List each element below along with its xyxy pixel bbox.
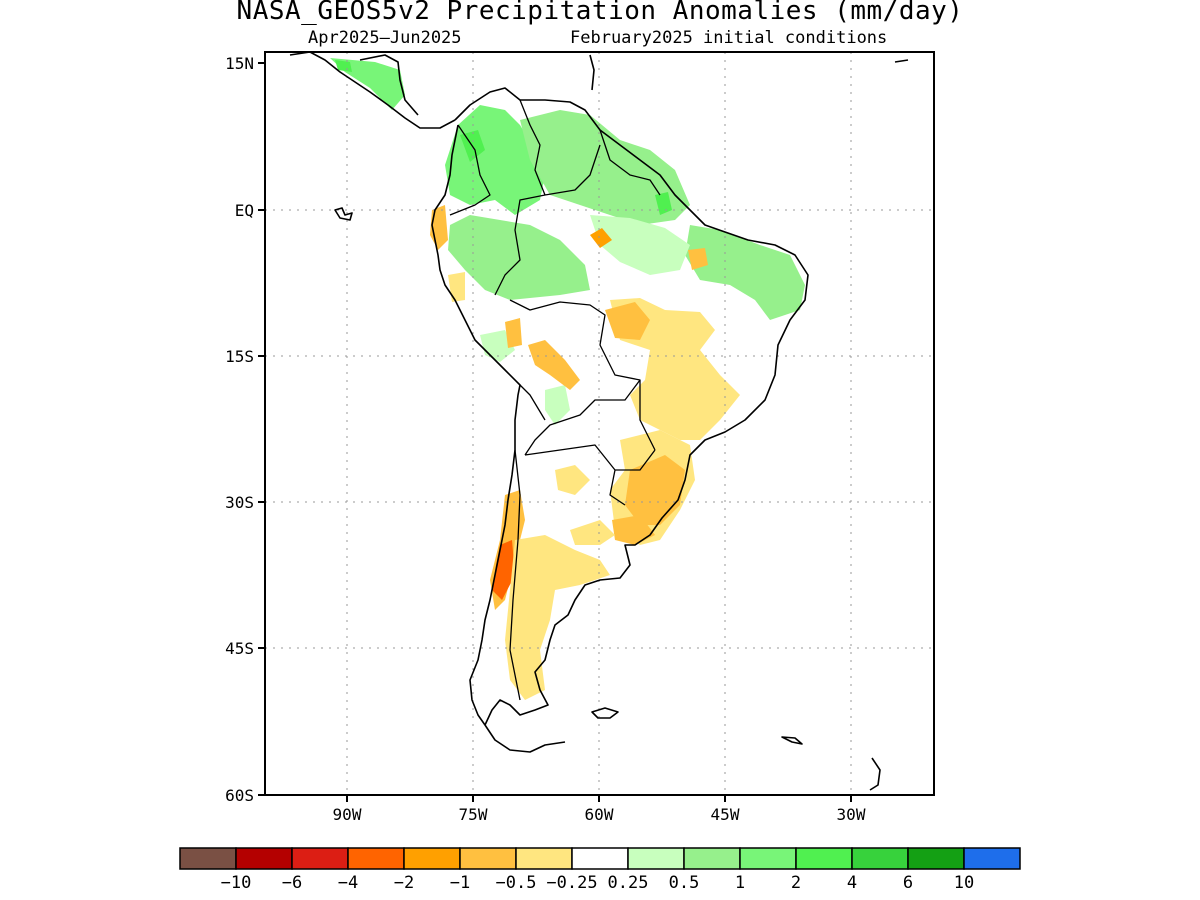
coastline-central-america — [289, 52, 456, 129]
anomaly-wet-central-amazon — [590, 215, 690, 275]
colorbar-swatch — [963, 847, 1021, 870]
lon-tick-label: 60W — [585, 805, 614, 824]
colorbar-swatch — [571, 847, 629, 870]
anomaly-dry-chile-central — [492, 540, 515, 600]
colorbar-swatch — [515, 847, 573, 870]
colorbar-swatch — [347, 847, 405, 870]
anomaly-wet-darker-2 — [655, 192, 672, 215]
lon-tick-label: 30W — [837, 805, 866, 824]
galapagos-islands — [334, 207, 353, 221]
anomaly-dry-spot-amazon — [590, 228, 612, 248]
colorbar-swatch — [907, 847, 965, 870]
colorbar-labels: −10 −6 −4 −2 −1 −0.5 −0.25 0.25 0.5 1 2 4 6 10 — [221, 873, 975, 893]
anomaly-dry-buenos-aires — [570, 520, 615, 545]
lat-tick-label: 60S — [225, 786, 254, 805]
anomaly-dry-mato-grosso — [605, 302, 650, 340]
borders — [449, 99, 661, 701]
colorbar-label: 4 — [847, 873, 857, 893]
colorbar-swatch — [179, 847, 237, 870]
colorbar-label: 0.5 — [669, 873, 700, 893]
colorbar-label: 1 — [735, 873, 745, 893]
map-title: NASA_GEOS5v2 Precipitation Anomalies (mm… — [236, 0, 964, 26]
colorbar-label: 0.25 — [608, 873, 649, 893]
lat-tick-label: 30S — [225, 493, 254, 512]
forecast-period: Apr2025–Jun2025 — [308, 28, 462, 48]
colorbar-swatch — [739, 847, 797, 870]
colorbar-swatch — [235, 847, 293, 870]
anomaly-dry-peru-bolivia — [528, 340, 580, 390]
colorbar-swatch — [795, 847, 853, 870]
lat-tick-label: 45S — [225, 639, 254, 658]
lon-axis — [346, 795, 852, 802]
lon-tick-label: 45W — [711, 805, 740, 824]
colorbar-label: −10 — [221, 873, 252, 893]
colorbar-swatch — [851, 847, 909, 870]
caribbean-islands — [589, 54, 909, 791]
colorbar-swatch — [291, 847, 349, 870]
coastlines — [289, 52, 909, 791]
anomaly-dry-patagonia — [505, 535, 610, 700]
lon-tick-label: 75W — [459, 805, 488, 824]
lat-tick-label: 15S — [225, 347, 254, 366]
anomaly-wet-darker-3 — [335, 60, 352, 72]
anomaly-wet-bolivia — [545, 385, 570, 425]
lat-axis — [258, 62, 265, 796]
lon-tick-label: 90W — [333, 805, 362, 824]
colorbar-swatch — [459, 847, 517, 870]
colorbar-swatch — [403, 847, 461, 870]
anomaly-dry-spot-northeast — [688, 248, 708, 270]
colorbar-label: 6 — [903, 873, 913, 893]
colorbar-label: −4 — [338, 873, 358, 893]
colorbar-label: −0.25 — [546, 873, 597, 893]
anomaly-wet-venezuela-guianas — [520, 110, 690, 225]
south-georgia — [781, 736, 803, 745]
colorbar-swatch — [627, 847, 685, 870]
initial-conditions: February2025 initial conditions — [570, 28, 888, 48]
colorbar-label: −2 — [394, 873, 414, 893]
colorbar-label: 10 — [954, 873, 974, 893]
anomaly-dry-uruguay — [612, 515, 655, 545]
anomaly-fields — [330, 58, 805, 700]
lat-tick-label: EQ — [235, 201, 254, 220]
colorbar-label: 2 — [791, 873, 801, 893]
lat-tick-label: 15N — [225, 54, 254, 73]
anomaly-dry-spot-peru — [448, 272, 465, 302]
colorbar — [179, 847, 1021, 870]
anomaly-wet-northeast-brazil — [685, 225, 805, 320]
colorbar-swatch — [683, 847, 741, 870]
anomaly-dry-argentina-north — [555, 465, 590, 495]
anomaly-dry-rio-grande-do-sul — [625, 455, 685, 525]
colorbar-label: −0.5 — [496, 873, 537, 893]
colorbar-label: −6 — [282, 873, 302, 893]
colorbar-label: −1 — [450, 873, 470, 893]
falkland-islands — [591, 707, 619, 719]
anomaly-dry-spot-peru-2 — [505, 318, 522, 348]
